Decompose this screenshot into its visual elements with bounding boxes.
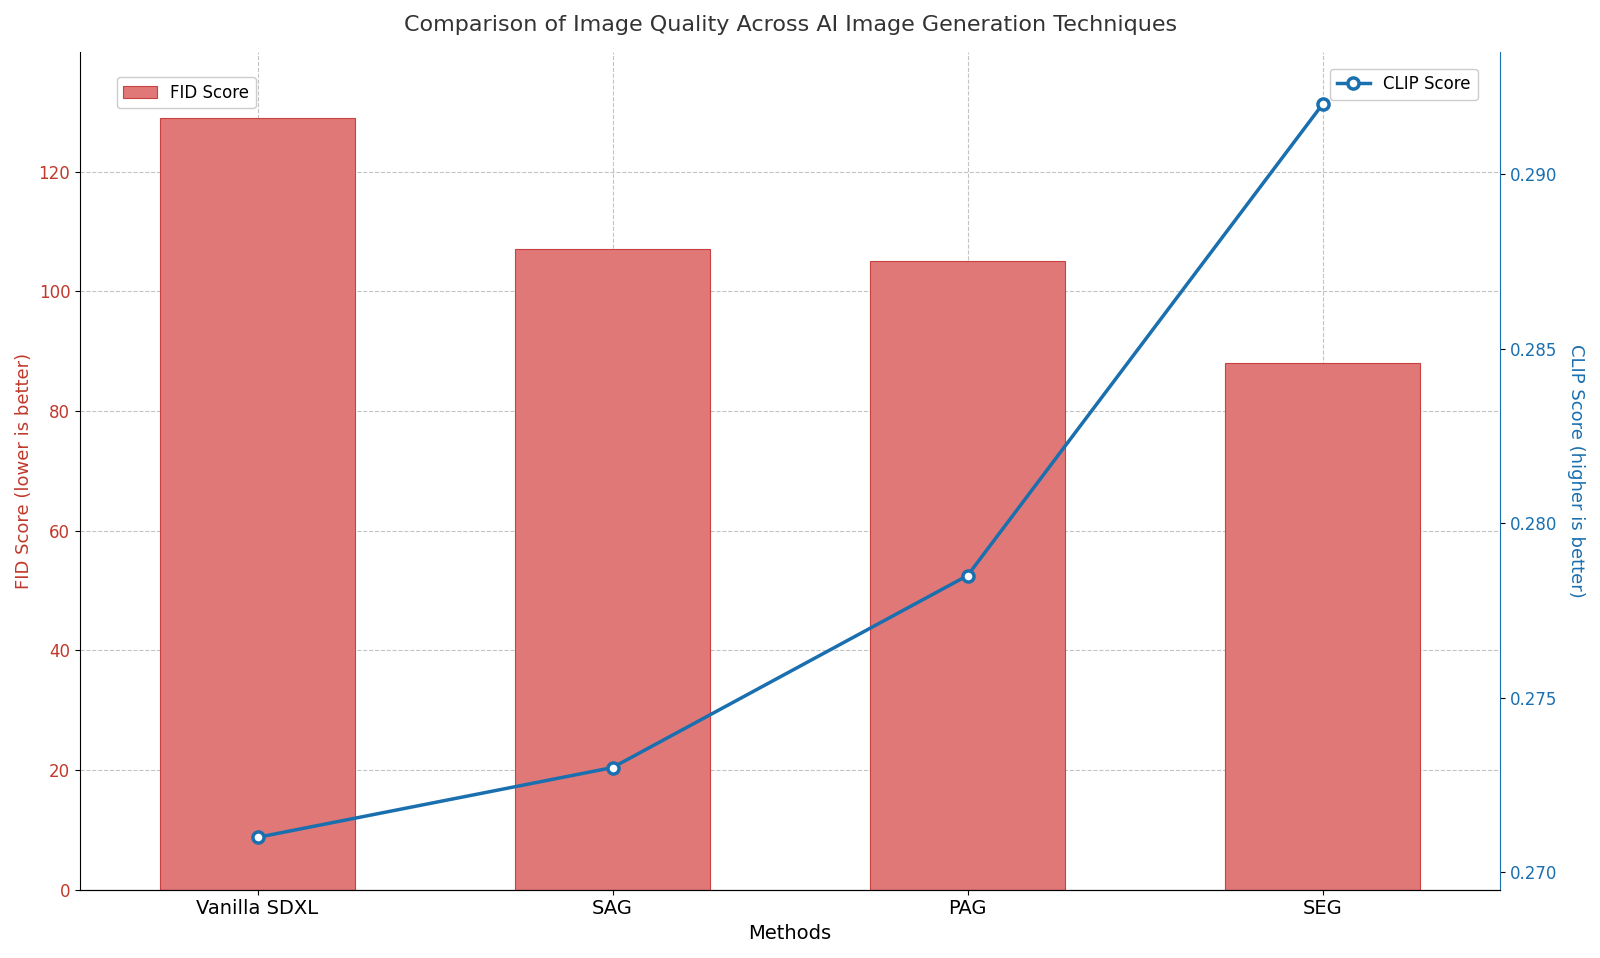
CLIP Score xyxy=(1314,99,1333,110)
CLIP Score xyxy=(603,762,622,773)
Bar xyxy=(160,118,355,890)
Bar xyxy=(870,262,1066,890)
Bar xyxy=(1226,363,1421,890)
Legend: FID Score: FID Score xyxy=(117,77,256,108)
Title: Comparison of Image Quality Across AI Image Generation Techniques: Comparison of Image Quality Across AI Im… xyxy=(403,15,1176,35)
Y-axis label: CLIP Score (higher is better): CLIP Score (higher is better) xyxy=(1566,344,1586,598)
Line: CLIP Score: CLIP Score xyxy=(251,99,1328,843)
Legend: CLIP Score: CLIP Score xyxy=(1330,69,1477,100)
X-axis label: Methods: Methods xyxy=(749,924,832,943)
Y-axis label: FID Score (lower is better): FID Score (lower is better) xyxy=(14,353,34,589)
CLIP Score xyxy=(958,570,978,582)
Bar xyxy=(515,249,710,890)
CLIP Score xyxy=(248,832,267,843)
